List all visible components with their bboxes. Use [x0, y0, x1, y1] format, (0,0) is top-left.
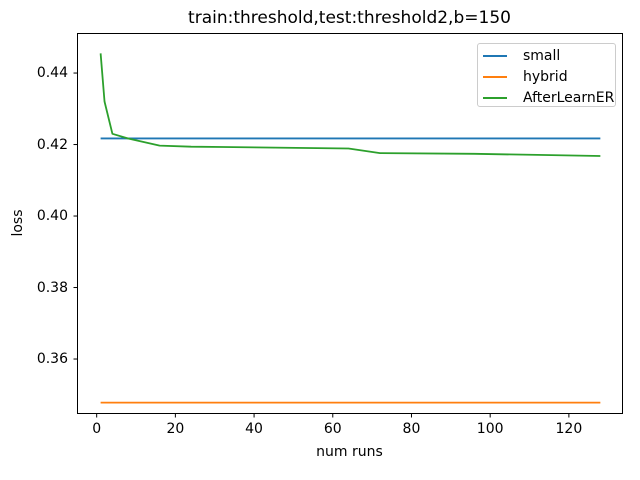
y-tick-label: 0.40 — [36, 208, 68, 225]
x-axis-label: num runs — [316, 444, 383, 460]
x-tick-label: 20 — [166, 421, 185, 437]
legend-item-AfterLearnER: AfterLearnER — [478, 87, 615, 108]
legend-label: hybrid — [523, 68, 568, 85]
legend-item-small: small — [478, 45, 615, 66]
chart-title: train:threshold,test:threshold2,b=150 — [188, 8, 511, 28]
legend-box: small hybrid AfterLearnER — [477, 43, 616, 107]
axes-frame — [77, 33, 623, 414]
y-tick-label: 0.44 — [36, 65, 68, 82]
x-tick-label: 100 — [476, 421, 504, 437]
x-tick-label: 40 — [245, 421, 263, 437]
series-line-AfterLearnER — [99, 53, 601, 157]
x-tick-label: 120 — [555, 421, 583, 437]
legend-label: small — [523, 47, 561, 64]
legend-swatch-AfterLearnER — [483, 96, 507, 99]
y-tick-label: 0.36 — [36, 351, 68, 368]
legend-swatch-small — [483, 54, 507, 57]
x-tick-label: 0 — [92, 421, 102, 437]
legend-item-hybrid: hybrid — [478, 66, 615, 87]
legend-label: AfterLearnER — [523, 89, 615, 106]
x-tick-label: 80 — [402, 421, 421, 437]
legend-swatch-hybrid — [483, 75, 507, 78]
y-tick-label: 0.42 — [36, 136, 68, 153]
x-tick-label: 60 — [323, 421, 342, 437]
y-tick-label: 0.38 — [36, 279, 68, 296]
